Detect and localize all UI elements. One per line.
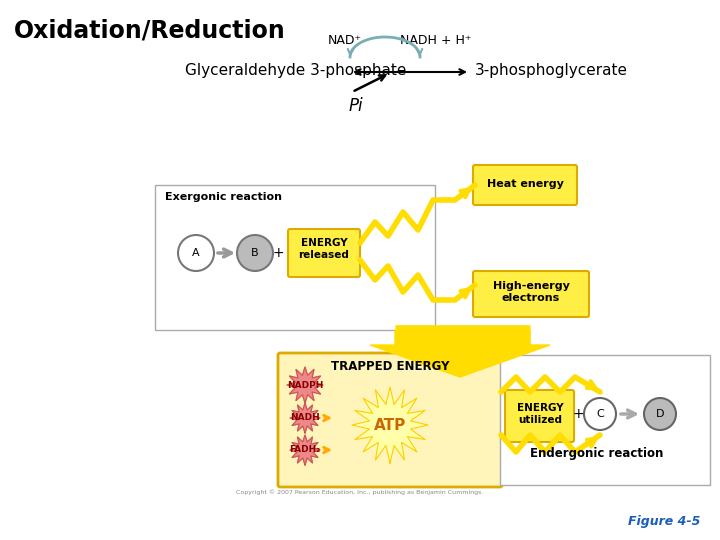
Text: +: + <box>572 407 584 421</box>
Text: NADPH: NADPH <box>287 381 323 389</box>
Text: NAD⁺: NAD⁺ <box>328 34 362 47</box>
Text: ATP: ATP <box>374 417 406 433</box>
Text: NADH + H⁺: NADH + H⁺ <box>400 34 472 47</box>
Text: TRAPPED ENERGY: TRAPPED ENERGY <box>330 360 449 373</box>
Text: Pi: Pi <box>349 97 364 115</box>
Text: NADH: NADH <box>290 414 320 422</box>
Text: A: A <box>192 248 200 258</box>
Text: FADH₂: FADH₂ <box>289 446 320 455</box>
Polygon shape <box>287 367 323 403</box>
Text: 3-phosphoglycerate: 3-phosphoglycerate <box>475 63 628 78</box>
Text: C: C <box>596 409 604 419</box>
Text: Exergonic reaction: Exergonic reaction <box>165 192 282 202</box>
Text: Heat energy: Heat energy <box>487 179 564 189</box>
FancyBboxPatch shape <box>505 390 574 442</box>
Text: Endergonic reaction: Endergonic reaction <box>530 447 663 460</box>
FancyBboxPatch shape <box>278 353 502 487</box>
Text: Copyright © 2007 Pearson Education, Inc., publishing as Benjamin Cummings.: Copyright © 2007 Pearson Education, Inc.… <box>236 489 484 495</box>
FancyBboxPatch shape <box>288 229 360 277</box>
Text: +: + <box>272 246 284 260</box>
Text: Figure 4-5: Figure 4-5 <box>628 515 700 528</box>
Polygon shape <box>290 403 320 433</box>
FancyBboxPatch shape <box>473 165 577 205</box>
Text: ENERGY
released: ENERGY released <box>299 238 349 260</box>
Text: ENERGY
utilized: ENERGY utilized <box>517 403 563 425</box>
Polygon shape <box>370 330 550 377</box>
Text: D: D <box>656 409 665 419</box>
Text: Glyceraldehyde 3-phosphate: Glyceraldehyde 3-phosphate <box>185 63 406 78</box>
FancyBboxPatch shape <box>473 271 589 317</box>
FancyBboxPatch shape <box>500 355 710 485</box>
Circle shape <box>644 398 676 430</box>
Text: B: B <box>251 248 258 258</box>
FancyBboxPatch shape <box>155 185 435 330</box>
Text: Oxidation/Reduction: Oxidation/Reduction <box>14 18 286 42</box>
Polygon shape <box>352 387 428 463</box>
Text: High-energy
electrons: High-energy electrons <box>492 281 570 303</box>
Polygon shape <box>290 435 320 465</box>
Circle shape <box>178 235 214 271</box>
Circle shape <box>584 398 616 430</box>
Circle shape <box>237 235 273 271</box>
